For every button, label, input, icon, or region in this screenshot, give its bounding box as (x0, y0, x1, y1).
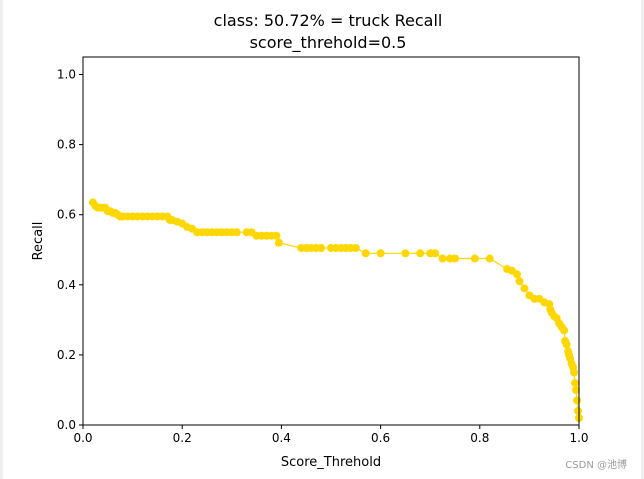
y-tick-label: 0.2 (57, 348, 76, 362)
x-tick-label: 0.4 (272, 431, 291, 445)
recall-point (520, 284, 529, 293)
recall-point (560, 326, 569, 335)
y-tick-label: 0.8 (57, 138, 76, 152)
recall-point (571, 378, 580, 387)
recall-point (573, 396, 582, 405)
y-tick-label: 0.4 (57, 278, 76, 292)
chart-title-line2: score_threhold=0.5 (250, 33, 407, 53)
recall-point (361, 249, 370, 258)
recall-point (570, 368, 579, 377)
x-axis-label: Score_Threhold (281, 455, 381, 470)
axes-layer: 0.0 0.2 0.4 0.6 0.8 1.0 0.0 0.2 0.4 0.6 0.8 1.0 (57, 68, 589, 445)
x-tick-label: 0.8 (470, 431, 489, 445)
recall-point (438, 254, 447, 263)
recall-point (574, 406, 583, 415)
plot-frame (82, 56, 580, 426)
y-tick-label: 0.0 (57, 418, 76, 432)
recall-point (485, 254, 494, 263)
x-tick-label: 1.0 (569, 431, 588, 445)
recall-point (351, 244, 360, 253)
recall-point (431, 249, 440, 258)
chart-svg: 0.0 0.2 0.4 0.6 0.8 1.0 0.0 0.2 0.4 0.6 0.8 1.0 cla… (31, 11, 589, 470)
recall-point (470, 254, 479, 263)
recall-point (515, 277, 524, 286)
recall-point (401, 249, 410, 258)
x-tick-label: 0.2 (173, 431, 192, 445)
csdn-watermark: CSDN @池博 (565, 460, 627, 471)
recall-point (451, 254, 459, 263)
recall-point (317, 244, 326, 253)
recall-point (562, 340, 571, 349)
x-tick-label: 0.0 (73, 431, 92, 445)
y-tick-label: 0.6 (57, 208, 76, 222)
recall-point (572, 385, 581, 394)
recall-point (376, 249, 385, 258)
recall-line (92, 202, 580, 419)
figure: 0.0 0.2 0.4 0.6 0.8 1.0 0.0 0.2 0.4 0.6 0.8 1.0 cla… (3, 0, 641, 479)
recall-point (513, 270, 521, 279)
y-axis-label: Recall (31, 222, 46, 261)
y-tick-label: 1.0 (57, 68, 76, 82)
x-tick-label: 0.6 (371, 431, 390, 445)
plot-layer (88, 198, 583, 422)
recall-point (416, 249, 425, 258)
recall-point (232, 228, 241, 237)
chart-title-line1: class: 50.72% = truck Recall (214, 11, 443, 30)
recall-point (272, 231, 281, 240)
recall-point (274, 238, 283, 247)
